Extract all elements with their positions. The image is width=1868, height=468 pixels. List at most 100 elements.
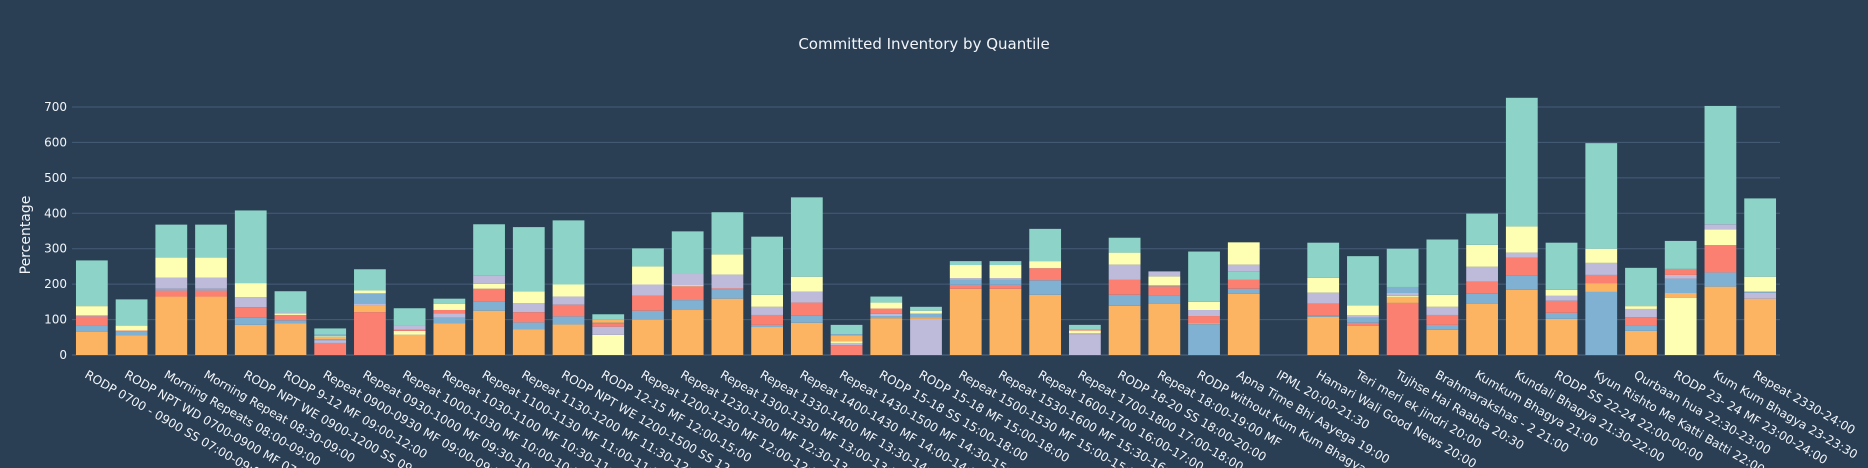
bar-segment[interactable] — [1585, 274, 1618, 284]
bar-segment[interactable] — [592, 314, 625, 320]
bar-segment[interactable] — [989, 278, 1022, 280]
bar-segment[interactable] — [1068, 334, 1101, 355]
bar-segment[interactable] — [1029, 294, 1062, 355]
bar-segment[interactable] — [1466, 293, 1498, 304]
bar-segment[interactable] — [552, 304, 585, 317]
bar-segment[interactable] — [910, 310, 942, 314]
bar-segment[interactable] — [949, 265, 982, 279]
bar-segment[interactable] — [949, 284, 982, 289]
bar-segment[interactable] — [870, 316, 903, 319]
bar-segment[interactable] — [1664, 274, 1697, 279]
bar-segment[interactable] — [1466, 266, 1498, 282]
bar-segment[interactable] — [1505, 289, 1538, 355]
bar-segment[interactable] — [1029, 261, 1062, 269]
bar-segment[interactable] — [870, 313, 903, 317]
bar-segment[interactable] — [751, 306, 784, 315]
bar-stack[interactable] — [830, 324, 863, 355]
bar-segment[interactable] — [989, 284, 1022, 289]
bar-segment[interactable] — [1505, 275, 1538, 290]
bar-segment[interactable] — [1148, 295, 1181, 304]
bar-segment[interactable] — [433, 317, 466, 324]
bar-segment[interactable] — [75, 260, 108, 307]
bar-segment[interactable] — [1148, 286, 1181, 296]
bar-segment[interactable] — [949, 278, 982, 280]
bar-stack[interactable] — [1585, 143, 1618, 355]
bar-segment[interactable] — [1466, 303, 1498, 355]
bar-segment[interactable] — [234, 297, 267, 308]
bar-segment[interactable] — [1347, 325, 1379, 355]
bar-segment[interactable] — [1347, 322, 1379, 326]
bar-segment[interactable] — [1585, 291, 1618, 355]
bar-segment[interactable] — [155, 224, 188, 258]
bar-segment[interactable] — [711, 254, 744, 275]
bar-segment[interactable] — [1585, 283, 1618, 292]
bar-segment[interactable] — [632, 266, 664, 285]
bar-segment[interactable] — [1108, 279, 1141, 295]
bar-segment[interactable] — [274, 291, 307, 313]
bar-segment[interactable] — [274, 312, 307, 314]
bar-segment[interactable] — [1664, 268, 1697, 275]
bar-segment[interactable] — [512, 291, 545, 304]
bar-segment[interactable] — [314, 336, 347, 338]
bar-stack[interactable] — [552, 220, 585, 355]
bar-segment[interactable] — [393, 325, 426, 330]
bar-segment[interactable] — [910, 318, 942, 355]
bar-segment[interactable] — [1227, 271, 1260, 280]
bar-segment[interactable] — [1108, 305, 1141, 355]
bar-segment[interactable] — [512, 329, 545, 355]
bar-segment[interactable] — [949, 279, 982, 285]
bar-segment[interactable] — [592, 326, 625, 335]
bar-segment[interactable] — [1307, 316, 1340, 355]
bar-segment[interactable] — [751, 236, 784, 295]
bar-stack[interactable] — [155, 224, 188, 355]
bar-segment[interactable] — [632, 248, 664, 267]
bar-segment[interactable] — [1744, 298, 1777, 355]
bar-segment[interactable] — [195, 224, 227, 258]
bar-segment[interactable] — [632, 284, 664, 296]
bar-segment[interactable] — [1386, 302, 1419, 355]
bar-segment[interactable] — [751, 327, 784, 355]
bar-segment[interactable] — [234, 210, 267, 284]
bar-segment[interactable] — [1307, 292, 1340, 304]
bar-segment[interactable] — [1664, 293, 1697, 298]
bar-segment[interactable] — [1188, 310, 1220, 317]
bar-stack[interactable] — [75, 260, 108, 355]
bar-segment[interactable] — [1386, 248, 1419, 287]
bar-segment[interactable] — [433, 310, 466, 314]
bar-segment[interactable] — [1505, 97, 1538, 227]
bar-segment[interactable] — [1585, 248, 1618, 263]
bar-segment[interactable] — [1664, 278, 1697, 293]
bar-segment[interactable] — [1227, 264, 1260, 272]
bar-segment[interactable] — [989, 261, 1022, 266]
bar-segment[interactable] — [1068, 329, 1101, 331]
bar-segment[interactable] — [592, 319, 625, 323]
bar-stack[interactable] — [115, 299, 148, 355]
bar-segment[interactable] — [671, 300, 704, 311]
bar-segment[interactable] — [512, 303, 545, 313]
bar-segment[interactable] — [830, 341, 863, 343]
bar-segment[interactable] — [1426, 329, 1459, 355]
bar-segment[interactable] — [1704, 245, 1737, 273]
bar-stack[interactable] — [1664, 240, 1697, 355]
bar-segment[interactable] — [711, 289, 744, 299]
bar-segment[interactable] — [552, 316, 585, 325]
bar-stack[interactable] — [711, 212, 744, 355]
bar-segment[interactable] — [1625, 325, 1657, 331]
bar-stack[interactable] — [989, 261, 1022, 355]
bar-segment[interactable] — [155, 290, 188, 297]
bar-segment[interactable] — [75, 331, 108, 355]
bar-segment[interactable] — [870, 318, 903, 355]
bar-stack[interactable] — [512, 227, 545, 355]
bar-stack[interactable] — [274, 291, 307, 355]
bar-segment[interactable] — [354, 269, 386, 291]
bar-segment[interactable] — [155, 296, 188, 355]
bar-segment[interactable] — [1625, 330, 1657, 355]
bar-segment[interactable] — [671, 310, 704, 355]
bar-stack[interactable] — [393, 308, 426, 355]
bar-stack[interactable] — [1068, 324, 1101, 355]
bar-segment[interactable] — [910, 306, 942, 311]
bar-stack[interactable] — [1347, 256, 1379, 355]
bar-segment[interactable] — [949, 288, 982, 355]
bar-segment[interactable] — [790, 291, 823, 303]
bar-segment[interactable] — [1744, 291, 1777, 293]
